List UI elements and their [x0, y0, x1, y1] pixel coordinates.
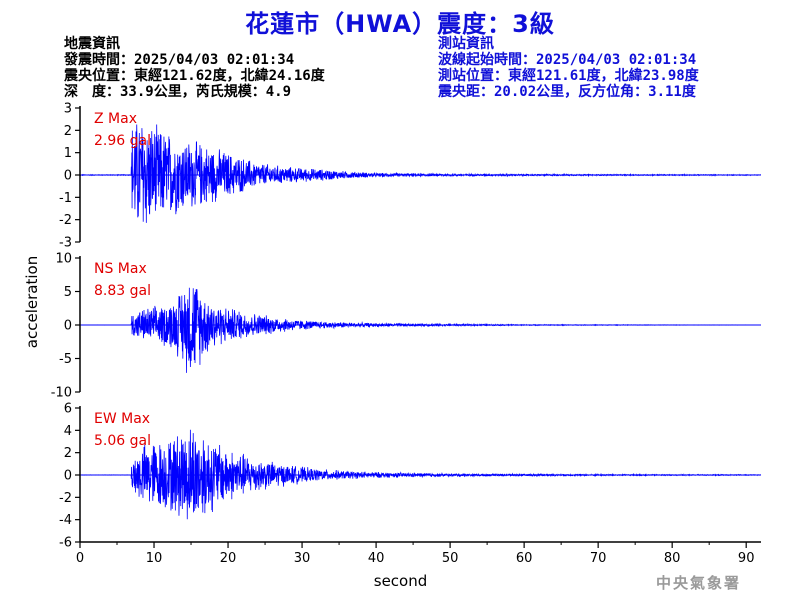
y-tick-label: -2 — [59, 491, 72, 506]
y-tick-label: 2 — [64, 124, 72, 139]
y-tick-label: -3 — [59, 236, 72, 251]
x-tick-label: 10 — [146, 551, 163, 566]
station-location: 測站位置：東經121.61度，北緯23.98度 — [438, 68, 699, 84]
origin-time: 發震時間：2025/04/03 02:01:34 — [64, 52, 295, 68]
y-tick-label: 5 — [64, 285, 72, 300]
wave-start-time: 波線起始時間：2025/04/03 02:01:34 — [438, 52, 697, 68]
y-tick-label: -6 — [59, 536, 72, 551]
panel-z: -3 -2 -1 0 1 2 3 Z Max 2.96 gal — [59, 102, 761, 251]
panel-ns: -10 -5 0 5 10 NS Max 8.83 gal — [51, 252, 761, 401]
max-label-ns: NS Max — [94, 261, 147, 277]
y-tick-label: -1 — [59, 191, 72, 206]
epicentral-distance: 震央距：20.02公里，反方位角：3.11度 — [438, 84, 696, 100]
y-tick-label: 0 — [64, 169, 72, 184]
x-tick-label: 60 — [516, 551, 533, 566]
y-tick-label: -10 — [51, 386, 72, 401]
chart-title: 花蓮市（HWA）震度：3級 — [245, 10, 555, 38]
agency-watermark: 中央氣象署 — [656, 574, 742, 592]
x-tick-label: 20 — [220, 551, 237, 566]
y-tick-label: 0 — [64, 319, 72, 334]
y-tick-label: 6 — [64, 402, 72, 417]
x-tick-label: 80 — [664, 551, 681, 566]
y-tick-label: 4 — [64, 424, 72, 439]
x-tick-label: 70 — [590, 551, 607, 566]
max-label-ew: EW Max — [94, 411, 150, 427]
max-value-ew: 5.06 gal — [94, 433, 151, 449]
waveform-trace-z — [79, 124, 761, 223]
waveform-trace-ew — [79, 429, 762, 520]
waveform-trace-ns — [79, 287, 761, 373]
y-tick-label: 3 — [64, 102, 72, 117]
x-axis-title: second — [374, 572, 428, 590]
max-value-z: 2.96 gal — [94, 133, 151, 149]
epicenter-location: 震央位置：東經121.62度，北緯24.16度 — [64, 68, 325, 84]
max-value-ns: 8.83 gal — [94, 283, 151, 299]
x-tick-label: 30 — [294, 551, 311, 566]
y-tick-label: 2 — [64, 446, 72, 461]
earthquake-info-block: 地震資訊 發震時間：2025/04/03 02:01:34 震央位置：東經121… — [64, 36, 325, 100]
y-tick-label: 10 — [55, 252, 72, 267]
y-tick-label: -4 — [59, 513, 72, 528]
y-tick-label: 0 — [64, 469, 72, 484]
x-tick-label: 0 — [76, 551, 84, 566]
y-tick-label: -2 — [59, 213, 72, 228]
y-tick-label: 1 — [64, 146, 72, 161]
x-tick-label: 40 — [368, 551, 385, 566]
x-tick-label: 50 — [442, 551, 459, 566]
depth-magnitude: 深 度：33.9公里，芮氏規模：4.9 — [64, 84, 292, 100]
max-label-z: Z Max — [94, 111, 137, 127]
station-info-heading: 測站資訊 — [438, 36, 494, 52]
station-info-block: 測站資訊 波線起始時間：2025/04/03 02:01:34 測站位置：東經1… — [438, 36, 699, 100]
y-axis-title: acceleration — [23, 256, 41, 348]
x-tick-label: 90 — [738, 551, 755, 566]
panel-ew: -6 -4 -2 0 2 4 6 EW Max 5.06 gal — [59, 402, 762, 551]
y-tick-label: -5 — [59, 352, 72, 367]
earthquake-info-heading: 地震資訊 — [64, 36, 120, 52]
